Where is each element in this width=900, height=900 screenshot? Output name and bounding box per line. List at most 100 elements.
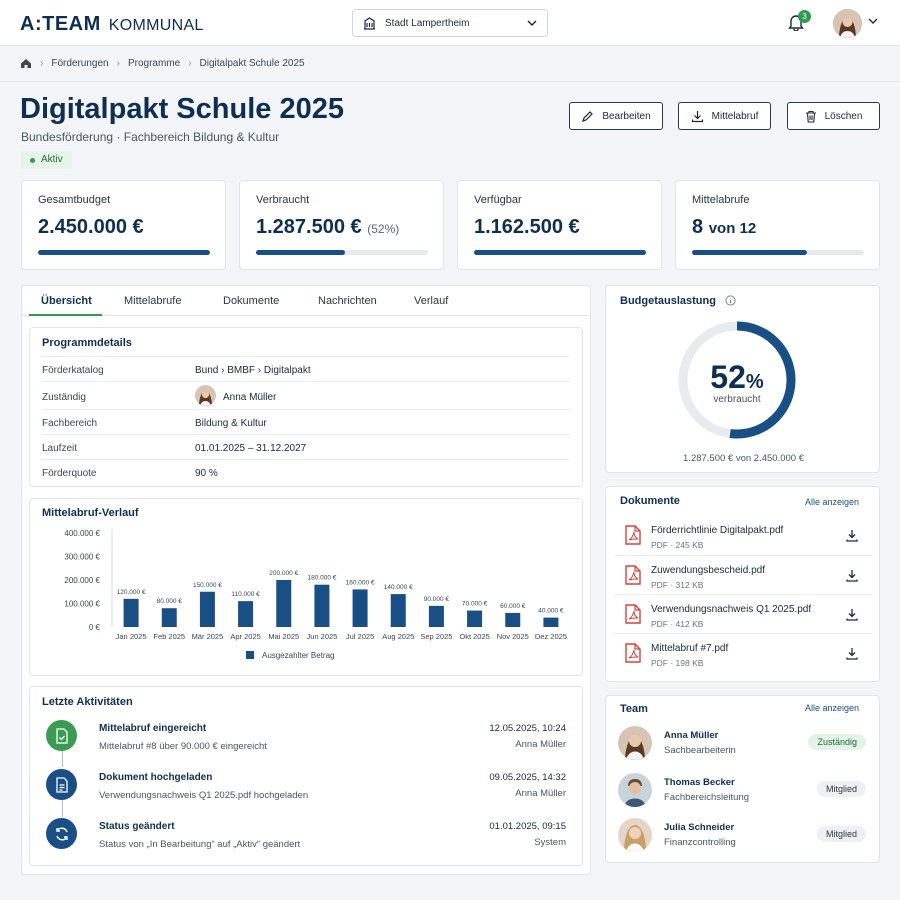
download-icon[interactable] — [846, 569, 858, 582]
bar-value-label: 80.000 € — [157, 598, 183, 605]
activity-item[interactable]: Mittelabruf eingereicht Mittelabruf #8 ü… — [46, 720, 566, 766]
delete-button[interactable]: Löschen — [787, 102, 880, 130]
x-tick-label: Apr 2025 — [230, 632, 260, 641]
download-icon[interactable] — [846, 529, 858, 542]
program-details-card: Programmdetails Förderkatalog Bund › BMB… — [29, 327, 583, 487]
x-tick-label: Dez 2025 — [535, 632, 567, 641]
budget-percent: 52 — [710, 359, 746, 395]
kpi-card-used: Verbraucht 1.287.500 € (52%) — [239, 180, 444, 270]
chart-bar — [428, 605, 444, 627]
timeline-connector — [62, 749, 63, 767]
x-tick-label: Feb 2025 — [153, 632, 185, 641]
document-name: Förderrichtlinie Digitalpakt.pdf — [651, 525, 784, 536]
fund-request-button[interactable]: Mittelabruf — [678, 102, 771, 130]
x-tick-label: Jun 2025 — [306, 632, 337, 641]
team-member[interactable]: Anna Müller Sachbearbeiterin Zuständig — [618, 726, 866, 772]
bar-value-label: 180.000 € — [307, 575, 336, 582]
legend-label: Ausgezahlter Betrag — [262, 651, 335, 660]
info-icon[interactable] — [725, 295, 736, 306]
detail-row: Laufzeit 01.01.2025 – 31.12.2027 — [42, 434, 570, 459]
document-item[interactable]: Mittelabruf #7.pdf PDF · 198 KB — [614, 633, 872, 672]
active-tab-indicator — [29, 314, 102, 316]
chevron-right-icon: › — [188, 58, 192, 69]
chevron-down-icon[interactable] — [868, 18, 878, 25]
kpi-progress-bar — [692, 250, 864, 255]
chevron-right-icon: › — [40, 58, 44, 69]
bar-value-label: 200.000 € — [269, 570, 298, 577]
section-title: Letzte Aktivitäten — [42, 696, 133, 708]
tab-fund-requests[interactable]: Mittelabrufe — [124, 295, 182, 307]
x-tick-label: Okt 2025 — [459, 632, 489, 641]
breadcrumb-item[interactable]: Förderungen — [51, 58, 109, 69]
budget-caption: verbraucht — [713, 394, 761, 405]
y-tick-label: 100.000 € — [64, 600, 100, 609]
x-tick-label: Jul 2025 — [346, 632, 374, 641]
breadcrumb-item[interactable]: Programme — [127, 58, 181, 69]
detail-row: Förderquote 90 % — [42, 459, 570, 484]
chevron-down-icon — [527, 20, 537, 26]
document-meta: PDF · 412 KB — [651, 619, 704, 629]
team-member[interactable]: Thomas Becker Fachbereichsleitung Mitgli… — [618, 773, 866, 819]
document-item[interactable]: Förderrichtlinie Digitalpakt.pdf PDF · 24… — [614, 516, 872, 555]
tab-bar: Übersicht Mittelabrufe Dokumente Nachric… — [22, 286, 590, 316]
section-title: Team — [620, 703, 648, 715]
download-icon[interactable] — [846, 647, 858, 660]
x-tick-label: Nov 2025 — [497, 632, 529, 641]
chart-bar — [314, 584, 330, 627]
x-tick-label: Mai 2025 — [268, 632, 299, 641]
trash-icon — [805, 110, 816, 123]
chart-bar — [467, 610, 483, 627]
avatar — [618, 818, 652, 852]
breadcrumb-current: Digitalpakt Schule 2025 — [199, 58, 305, 69]
catalog-link[interactable]: Bund › BMBF › Digitalpakt — [195, 365, 311, 376]
document-name: Verwendungsnachweis Q1 2025.pdf — [651, 604, 812, 615]
team-see-all-link[interactable]: Alle anzeigen — [804, 703, 859, 713]
download-icon[interactable] — [846, 608, 858, 621]
chart-bar — [238, 601, 254, 627]
activity-item[interactable]: Dokument hochgeladen Verwendungsnachweis… — [46, 769, 566, 815]
chart-card: Mittelabruf-Verlauf 0 € 100.000 € 200.000 … — [29, 498, 583, 676]
documents-card: Dokumente Alle anzeigen Förderrichtlinie… — [605, 486, 880, 682]
chart-bar — [352, 589, 368, 627]
pencil-icon — [582, 110, 594, 122]
home-icon[interactable] — [20, 58, 32, 69]
kpi-progress-bar — [256, 250, 428, 255]
y-tick-label: 200.000 € — [64, 576, 100, 585]
detail-row: Fachbereich Bildung & Kultur — [42, 409, 570, 434]
bar-value-label: 110.000 € — [231, 591, 260, 598]
building-icon — [364, 17, 375, 30]
budget-card: Budgetauslastung 52% verbraucht 1.287.50… — [605, 285, 880, 473]
team-card: Team Alle anzeigen Anna Müller Sachbearb… — [605, 695, 880, 863]
tab-history[interactable]: Verlauf — [414, 295, 449, 307]
avatar — [618, 726, 652, 760]
documents-see-all-link[interactable]: Alle anzeigen — [804, 497, 859, 507]
bar-value-label: 70.000 € — [462, 601, 488, 608]
top-bar: A:TEAM KOMMUNAL Stadt Lampertheim 3 — [0, 0, 900, 46]
timeline-connector — [62, 799, 63, 817]
y-tick-label: 300.000 € — [64, 553, 100, 562]
breadcrumb: › Förderungen › Programme › Digitalpakt … — [20, 58, 305, 69]
legend-swatch — [246, 651, 254, 659]
document-item[interactable]: Zuwendungsbescheid.pdf PDF · 312 KB — [614, 555, 872, 594]
kpi-card-fund-requests: Mittelabrufe 8 von 12 — [675, 180, 880, 270]
user-avatar[interactable] — [833, 9, 862, 38]
budget-summary: 1.287.500 € von 2.450.000 € — [683, 453, 804, 464]
edit-button[interactable]: Bearbeiten — [569, 102, 663, 130]
donut-chart — [678, 321, 796, 439]
document-item[interactable]: Verwendungsnachweis Q1 2025.pdf PDF · 412… — [614, 594, 872, 633]
role-badge: Mitglied — [816, 826, 866, 842]
tab-messages[interactable]: Nachrichten — [318, 295, 377, 307]
chart-bar — [199, 591, 215, 627]
chart-bar — [276, 580, 292, 627]
city-selector[interactable]: Stadt Lampertheim — [352, 9, 548, 37]
activity-item[interactable]: Status geändert Status von „In Bearbeitu… — [46, 818, 566, 864]
document-name: Zuwendungsbescheid.pdf — [651, 565, 765, 576]
app-logo[interactable]: A:TEAM KOMMUNAL — [20, 13, 204, 35]
tab-overview[interactable]: Übersicht — [41, 295, 92, 307]
divider — [0, 81, 900, 82]
role-badge: Mitglied — [816, 781, 866, 797]
avatar — [195, 385, 216, 406]
page-subtitle: Bundesförderung · Fachbereich Bildung & … — [21, 130, 280, 144]
team-member[interactable]: Julia Schneider Finanzcontrolling Mitgli… — [618, 818, 866, 864]
tab-documents[interactable]: Dokumente — [223, 295, 280, 307]
